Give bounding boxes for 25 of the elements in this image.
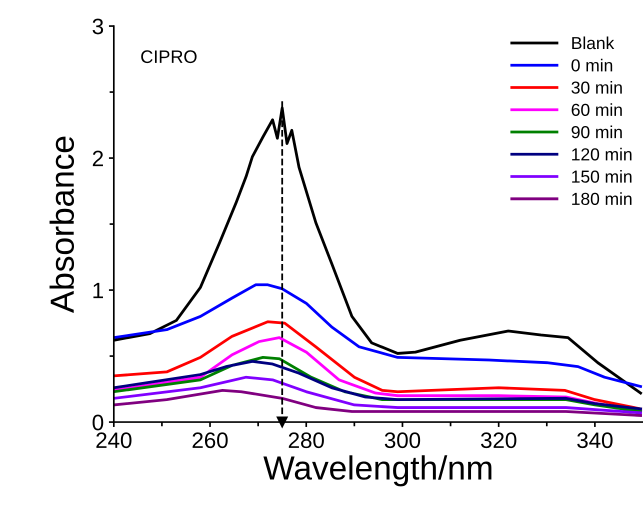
x-tick-label: 300	[384, 432, 420, 448]
y-tick-label: 2	[92, 150, 103, 166]
x-tick-label: 280	[288, 432, 324, 448]
legend-label: 90 min	[572, 126, 622, 138]
y-tick-label: 1	[93, 282, 104, 298]
line-series	[114, 389, 642, 417]
y-tick-label: 0	[92, 414, 104, 430]
legend-label: 0 min	[572, 58, 612, 72]
legend-label: 150 min	[572, 170, 632, 183]
legend-label: 30 min	[571, 81, 622, 94]
y-tick-label: 3	[92, 18, 104, 34]
x-tick-label: 260	[192, 432, 228, 448]
legend-label: 120 min	[572, 148, 632, 161]
legend-label: 60 min	[572, 103, 622, 116]
x-tick-label: 340	[577, 432, 613, 448]
line-series	[114, 376, 642, 414]
legend-label: 180 min	[572, 192, 632, 206]
annotation: CIPRO	[141, 50, 197, 64]
line-series	[114, 320, 642, 410]
x-tick-label: 240	[96, 432, 132, 448]
line-series	[114, 283, 642, 388]
x-axis-title: Wavelength/nm	[263, 455, 492, 486]
y-axis-title: Absorbance	[50, 136, 74, 313]
x-tick-label: 320	[480, 432, 516, 448]
legend-label: Blank	[572, 36, 614, 50]
